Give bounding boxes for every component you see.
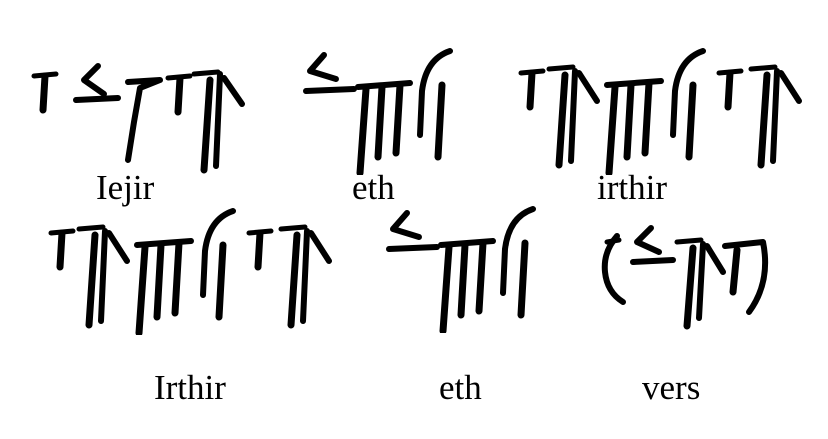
word-label-3: irthir [597, 168, 667, 207]
word-label-5: eth [439, 368, 482, 407]
rune-word-iejir [31, 63, 245, 174]
rune-word-eth-2 [386, 206, 536, 333]
word-label-6: vers [642, 368, 701, 407]
rune-word-eth-1 [303, 48, 453, 175]
rune-word-irthir-2 [48, 208, 332, 335]
word-label-4: Irthir [154, 368, 226, 407]
rune-word-vers [601, 225, 769, 330]
word-label-1: Iejir [96, 168, 155, 207]
word-label-2: eth [352, 168, 395, 207]
rune-word-irthir-1 [518, 48, 802, 175]
